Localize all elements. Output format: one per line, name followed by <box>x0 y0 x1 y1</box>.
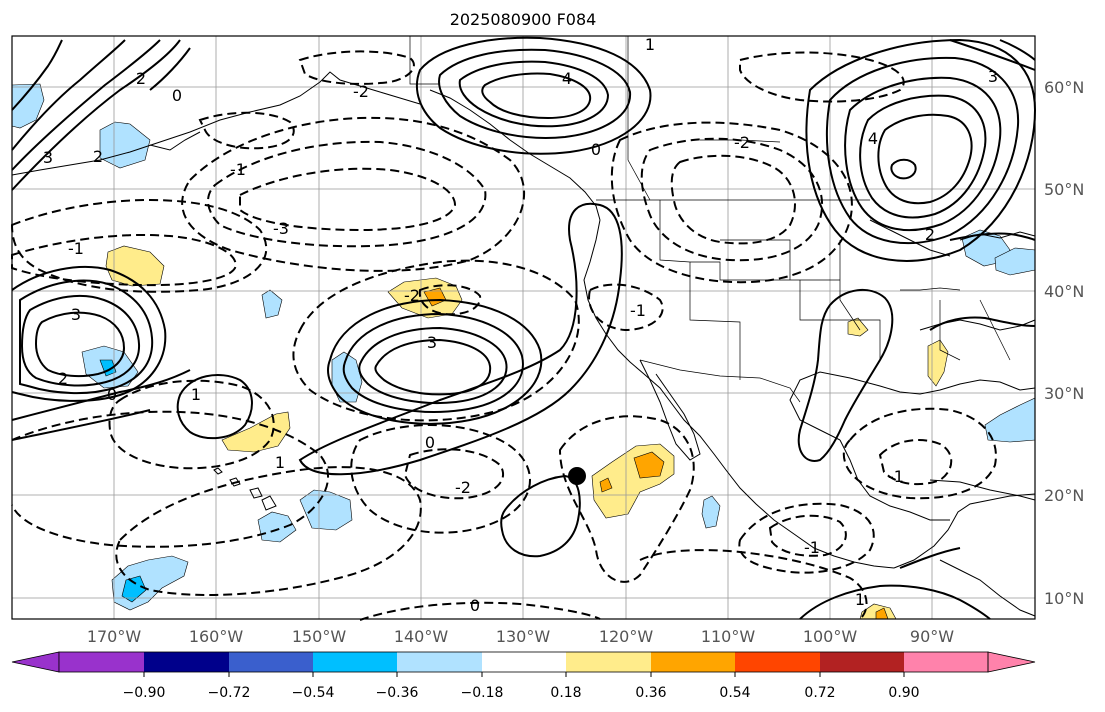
contour-label: 0 <box>172 86 182 105</box>
colorbar-tick-label: 0.18 <box>550 685 581 701</box>
lat-label: 40°N <box>1044 282 1084 301</box>
contour-label: 1 <box>191 385 201 404</box>
lat-label: 50°N <box>1044 180 1084 199</box>
lat-labels: 60°N 50°N 40°N 30°N 20°N 10°N <box>1044 78 1084 608</box>
colorbar-segment <box>482 652 566 672</box>
lat-label: 30°N <box>1044 384 1084 403</box>
figure-title: 2025080900 F084 <box>450 10 597 29</box>
contour-label: 2 <box>93 147 103 166</box>
map-panel: 2 3 0 -2 -1 4 1 -3 -1 3 2 0 1 -2 -2 0 -1… <box>10 35 1037 621</box>
colorbar-tick-label: −0.54 <box>292 685 335 701</box>
contour-label: -2 <box>734 133 750 152</box>
contour-label: 4 <box>868 129 878 148</box>
colorbar-tick-label: −0.36 <box>376 685 419 701</box>
contour-label: 3 <box>988 67 998 86</box>
lon-label: 150°W <box>292 627 347 646</box>
contour-label: 3 <box>71 305 81 324</box>
contour-label: 3 <box>43 148 53 167</box>
shade-blue-region <box>701 495 721 529</box>
colorbar-segment <box>904 652 988 672</box>
contour-label: 1 <box>645 35 655 54</box>
colorbar-tick-label: 0.54 <box>719 685 750 701</box>
coastlines <box>11 71 1036 617</box>
lon-label: 170°W <box>87 627 142 646</box>
colorbar-segment <box>59 652 144 672</box>
lat-label: 60°N <box>1044 78 1084 97</box>
shade-yellow-region <box>387 277 463 319</box>
colorbar: −0.90 −0.72 −0.54 −0.36 −0.18 0.18 0.36 … <box>11 651 1036 701</box>
contour-label: -1 <box>630 301 646 320</box>
contour-label: -1 <box>230 160 246 179</box>
contour-label: 2 <box>925 225 935 244</box>
storm-marker <box>568 467 586 485</box>
colorbar-tick-label: 0.36 <box>635 685 666 701</box>
contour-label: -3 <box>273 219 289 238</box>
colorbar-segment <box>566 652 651 672</box>
colorbar-tick-label: −0.18 <box>461 685 504 701</box>
contour-label: 0 <box>107 385 117 404</box>
colorbar-segment <box>229 652 313 672</box>
contour-label: 3 <box>427 333 437 352</box>
lon-label: 90°W <box>910 627 954 646</box>
colorbar-segment <box>144 652 229 672</box>
lat-label: 10°N <box>1044 589 1084 608</box>
colorbar-tick-label: 0.90 <box>888 685 919 701</box>
shade-blue-strong <box>121 575 147 603</box>
lon-label: 100°W <box>803 627 858 646</box>
contour-labels: 2 3 0 -2 -1 4 1 -3 -1 3 2 0 1 -2 -2 0 -1… <box>43 35 998 615</box>
gridlines <box>12 36 1035 619</box>
colorbar-frame <box>58 651 989 673</box>
contour-label: 0 <box>591 140 601 159</box>
shade-blue-region <box>257 511 297 543</box>
shade-blue-region <box>299 489 353 531</box>
contour-label: -1 <box>68 239 84 258</box>
political-borders <box>409 36 1011 403</box>
colorbar-segment <box>313 652 397 672</box>
contour-label: 2 <box>136 69 146 88</box>
contour-label: 0 <box>425 433 435 452</box>
lon-label: 110°W <box>701 627 756 646</box>
negative-contours <box>10 50 997 621</box>
lat-label: 20°N <box>1044 486 1084 505</box>
lon-label: 130°W <box>496 627 551 646</box>
contour-label: -2 <box>455 478 471 497</box>
colorbar-segment <box>397 652 482 672</box>
lon-label: 160°W <box>189 627 244 646</box>
colorbar-tick-label: 0.72 <box>804 685 835 701</box>
shade-orange-region <box>633 451 665 479</box>
shade-orange-region <box>599 477 613 493</box>
colorbar-min-extend <box>11 651 60 673</box>
contour-label: 1 <box>855 590 865 609</box>
colorbar-segment <box>651 652 735 672</box>
lon-label: 140°W <box>394 627 449 646</box>
contour-label: -2 <box>353 82 369 101</box>
map-frame <box>11 35 1036 620</box>
lon-labels: 170°W 160°W 150°W 140°W 130°W 120°W 110°… <box>87 627 954 646</box>
lon-label: 120°W <box>599 627 654 646</box>
contour-label: 4 <box>562 69 572 88</box>
contour-label: 0 <box>470 596 480 615</box>
contour-label: 1 <box>275 453 285 472</box>
contour-label: -1 <box>888 467 904 486</box>
shade-blue-strong <box>99 359 117 377</box>
shade-yellow-region <box>105 245 165 287</box>
contour-label: 2 <box>58 369 68 388</box>
colorbar-segment <box>820 652 904 672</box>
positive-contours <box>11 36 1037 620</box>
colorbar-tick-label: −0.90 <box>123 685 166 701</box>
contour-label: -2 <box>404 286 420 305</box>
colorbar-segment <box>735 652 820 672</box>
colorbar-max-extend <box>987 651 1036 673</box>
contour-label: -1 <box>804 538 820 557</box>
colorbar-tick-label: −0.72 <box>208 685 251 701</box>
